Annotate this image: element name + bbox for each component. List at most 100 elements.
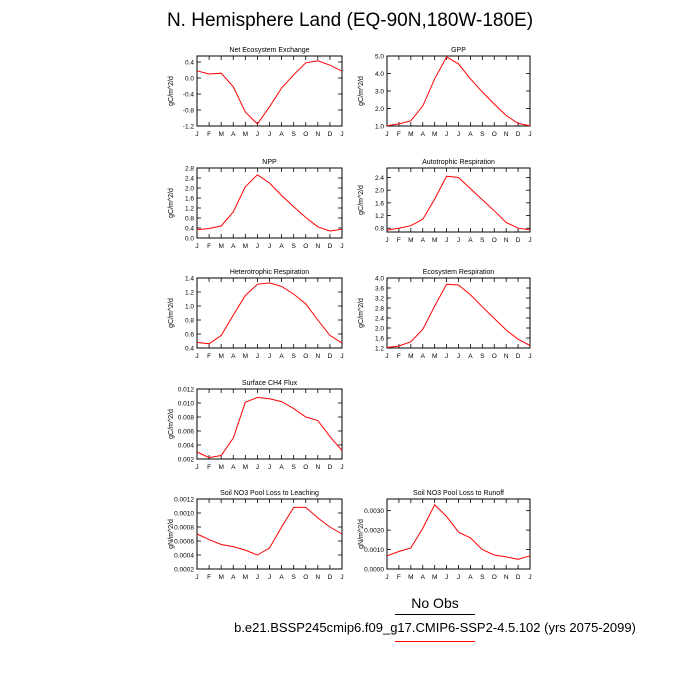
y-tick-label: 0.0030 bbox=[364, 508, 384, 515]
x-tick-label: A bbox=[279, 353, 284, 360]
y-tick-label: 0.8 bbox=[375, 226, 384, 233]
y-axis-label: gC/m^2/d bbox=[168, 188, 175, 218]
x-tick-label: J bbox=[268, 353, 271, 360]
y-tick-label: 0.012 bbox=[178, 387, 195, 394]
x-tick-label: O bbox=[303, 574, 308, 581]
y-tick-label: 0.0010 bbox=[364, 547, 384, 554]
plot-frame bbox=[386, 498, 531, 570]
x-tick-label: A bbox=[231, 574, 236, 581]
x-tick-label: F bbox=[207, 464, 211, 471]
y-tick-label: 3.6 bbox=[375, 286, 384, 293]
y-tick-label: 1.6 bbox=[185, 196, 194, 203]
chart-panel-1: Net Ecosystem Exchange gC/m^2/d 0.4 0.0 -0.4… bbox=[168, 47, 344, 138]
x-tick-label: O bbox=[303, 353, 308, 360]
y-tick-label: 2.4 bbox=[185, 176, 194, 183]
legend-obs-line bbox=[395, 614, 475, 615]
legend-obs-label: No Obs bbox=[411, 595, 459, 611]
x-tick-label: J bbox=[268, 574, 271, 581]
x-tick-label: J bbox=[445, 131, 448, 138]
x-tick-label: N bbox=[504, 237, 509, 244]
y-axis-label: gC/m^2/d bbox=[358, 76, 365, 106]
x-tick-label: D bbox=[516, 353, 521, 360]
panel-title: Ecosystem Respiration bbox=[423, 269, 495, 276]
y-tick-label: 1.2 bbox=[375, 346, 384, 353]
x-tick-label: A bbox=[279, 131, 284, 138]
y-axis-label: gN/m^2/d bbox=[358, 519, 365, 549]
x-tick-label: M bbox=[218, 574, 223, 581]
plot-frame bbox=[196, 55, 343, 127]
y-tick-label: 2.4 bbox=[375, 316, 384, 323]
x-tick-label: D bbox=[516, 237, 521, 244]
series-line bbox=[386, 56, 531, 127]
y-tick-label: 2.8 bbox=[185, 166, 194, 173]
x-tick-label: M bbox=[408, 131, 413, 138]
y-tick-label: 0.6 bbox=[185, 332, 194, 339]
x-tick-label: M bbox=[408, 574, 413, 581]
y-tick-label: 0.010 bbox=[178, 401, 195, 408]
x-tick-label: J bbox=[256, 243, 259, 250]
y-tick-label: 0.0020 bbox=[364, 528, 384, 535]
x-tick-label: S bbox=[480, 131, 485, 138]
panel-title: Surface CH4 Flux bbox=[242, 380, 298, 387]
x-tick-label: J bbox=[457, 237, 460, 244]
x-tick-label: A bbox=[231, 353, 236, 360]
x-tick-label: S bbox=[291, 574, 296, 581]
x-tick-label: D bbox=[328, 131, 333, 138]
x-tick-label: O bbox=[492, 237, 497, 244]
x-tick-label: M bbox=[432, 237, 437, 244]
x-tick-label: S bbox=[291, 464, 296, 471]
x-tick-label: M bbox=[432, 131, 437, 138]
x-tick-label: J bbox=[268, 243, 271, 250]
y-tick-label: 2.0 bbox=[375, 106, 384, 113]
x-tick-label: J bbox=[340, 243, 343, 250]
x-tick-label: J bbox=[445, 237, 448, 244]
y-tick-label: -0.8 bbox=[183, 108, 195, 115]
plot-frame bbox=[386, 55, 531, 127]
y-tick-label: 2.0 bbox=[375, 188, 384, 195]
y-tick-label: 2.0 bbox=[185, 186, 194, 193]
x-tick-label: J bbox=[457, 353, 460, 360]
x-tick-label: F bbox=[207, 243, 211, 250]
plot-frame bbox=[196, 498, 343, 570]
y-tick-label: -1.2 bbox=[183, 124, 195, 131]
y-tick-label: 0.8 bbox=[185, 216, 194, 223]
x-tick-label: J bbox=[457, 574, 460, 581]
x-tick-label: M bbox=[218, 131, 223, 138]
panel-title: Autotrophic Respiration bbox=[422, 159, 495, 166]
y-tick-label: 0.8 bbox=[185, 318, 194, 325]
x-tick-label: O bbox=[303, 243, 308, 250]
y-tick-label: -0.4 bbox=[183, 92, 195, 99]
panel-title: Soil NO3 Pool Loss to Leaching bbox=[220, 490, 319, 497]
figure-title: N. Hemisphere Land (EQ-90N,180W-180E) bbox=[166, 10, 534, 31]
x-tick-label: J bbox=[195, 574, 198, 581]
x-tick-label: O bbox=[492, 131, 497, 138]
x-tick-label: M bbox=[243, 131, 248, 138]
y-tick-label: 1.2 bbox=[185, 290, 194, 297]
x-tick-label: S bbox=[291, 243, 296, 250]
x-tick-label: O bbox=[303, 131, 308, 138]
x-tick-label: J bbox=[340, 464, 343, 471]
y-tick-label: 4.0 bbox=[375, 276, 384, 283]
x-tick-label: M bbox=[218, 464, 223, 471]
x-tick-label: J bbox=[340, 131, 343, 138]
y-tick-label: 0.4 bbox=[185, 346, 194, 353]
y-tick-label: 1.0 bbox=[185, 304, 194, 311]
x-tick-label: J bbox=[195, 464, 198, 471]
x-tick-label: M bbox=[243, 243, 248, 250]
x-tick-label: J bbox=[528, 353, 531, 360]
x-tick-label: M bbox=[218, 353, 223, 360]
y-tick-label: 4.0 bbox=[375, 71, 384, 78]
x-tick-label: J bbox=[256, 353, 259, 360]
x-tick-label: M bbox=[432, 574, 437, 581]
x-tick-label: F bbox=[207, 353, 211, 360]
x-tick-label: N bbox=[315, 574, 320, 581]
series-line bbox=[196, 60, 343, 125]
x-tick-label: F bbox=[207, 131, 211, 138]
x-tick-label: J bbox=[528, 131, 531, 138]
chart-panel-6: Ecosystem Respiration gC/m^2/d 4.0 3.6 3.2 2.… bbox=[358, 269, 532, 360]
x-tick-label: D bbox=[516, 131, 521, 138]
x-tick-label: F bbox=[207, 574, 211, 581]
x-tick-label: A bbox=[279, 464, 284, 471]
